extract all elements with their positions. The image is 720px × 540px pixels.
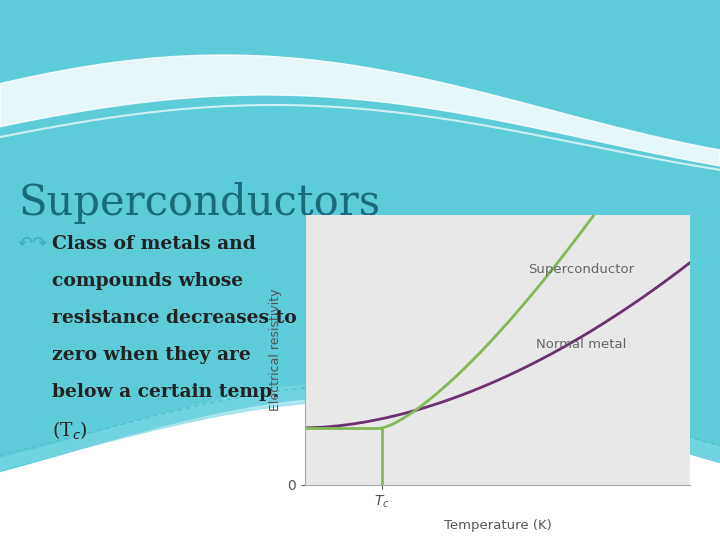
Text: ↶↷: ↶↷	[18, 235, 48, 253]
Y-axis label: Electrical resistivity: Electrical resistivity	[269, 289, 282, 411]
Text: Superconductor: Superconductor	[528, 262, 634, 275]
Text: compounds whose: compounds whose	[52, 272, 243, 290]
Text: (T$_c$): (T$_c$)	[52, 420, 88, 442]
Text: below a certain temp.: below a certain temp.	[52, 383, 279, 401]
Text: zero when they are: zero when they are	[52, 346, 251, 364]
X-axis label: Temperature (K): Temperature (K)	[444, 519, 552, 532]
Text: Normal metal: Normal metal	[536, 338, 626, 351]
Text: Superconductors: Superconductors	[18, 182, 380, 224]
Text: Class of metals and: Class of metals and	[52, 235, 256, 253]
Text: resistance decreases to: resistance decreases to	[52, 309, 297, 327]
